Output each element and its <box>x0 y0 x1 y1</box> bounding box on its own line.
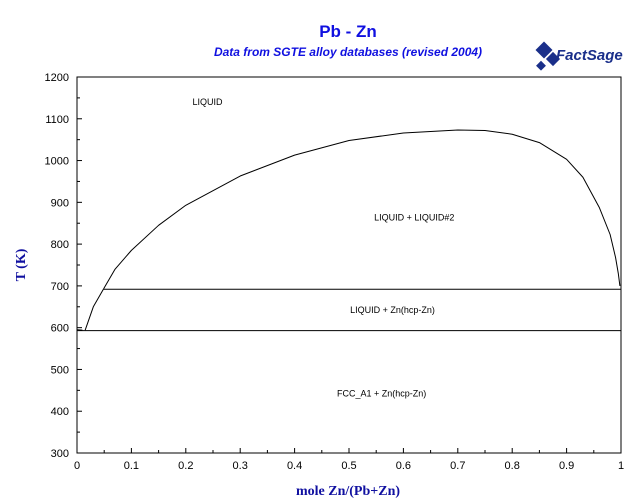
x-tick-label: 0.8 <box>505 460 520 472</box>
y-axis-label: T (K) <box>14 248 29 281</box>
region-label: LIQUID + Zn(hcp-Zn) <box>350 305 435 315</box>
x-axis-label: mole Zn/(Pb+Zn) <box>296 484 400 499</box>
y-tick-label: 1200 <box>45 72 69 84</box>
x-tick-label: 0.2 <box>178 460 193 472</box>
x-tick-label: 1 <box>618 460 624 472</box>
y-tick-label: 600 <box>51 323 69 335</box>
chart-subtitle: Data from SGTE alloy databases (revised … <box>214 45 482 59</box>
x-tick-label: 0.4 <box>287 460 302 472</box>
y-tick-label: 800 <box>51 239 69 251</box>
region-label: FCC_A1 + Zn(hcp-Zn) <box>337 388 426 398</box>
x-axis-ticks: 0 0.1 0.2 0.3 0.4 0.5 0.6 0.7 0.8 0.9 1 <box>74 448 624 472</box>
region-label: LIQUID + LIQUID#2 <box>374 212 454 222</box>
y-tick-label: 1000 <box>45 156 69 168</box>
region-labels: LIQUID LIQUID + LIQUID#2 LIQUID + Zn(hcp-Z… <box>193 97 455 398</box>
factsage-logo: FactSage <box>535 41 623 71</box>
y-axis-ticks: 300 400 500 600 700 800 900 1000 1100 1200 <box>45 72 82 460</box>
y-tick-label: 900 <box>51 197 69 209</box>
y-tick-label: 1100 <box>45 114 69 126</box>
x-tick-label: 0.6 <box>396 460 411 472</box>
x-tick-label: 0.7 <box>450 460 465 472</box>
x-tick-label: 0.1 <box>124 460 139 472</box>
y-tick-label: 400 <box>51 406 69 418</box>
x-tick-label: 0.9 <box>559 460 574 472</box>
chart-title: Pb - Zn <box>319 22 377 41</box>
y-tick-label: 500 <box>51 364 69 376</box>
region-label: LIQUID <box>193 97 224 107</box>
factsage-logo-mark <box>535 41 561 71</box>
x-tick-label: 0 <box>74 460 80 472</box>
x-tick-label: 0.3 <box>233 460 248 472</box>
phase-boundary-line <box>103 129 621 290</box>
factsage-logo-text: FactSage <box>556 47 623 64</box>
x-tick-label: 0.5 <box>341 460 356 472</box>
phase-boundaries <box>76 129 621 347</box>
phase-boundary-line <box>84 288 105 331</box>
y-tick-label: 700 <box>51 281 69 293</box>
y-tick-label: 300 <box>51 448 69 460</box>
